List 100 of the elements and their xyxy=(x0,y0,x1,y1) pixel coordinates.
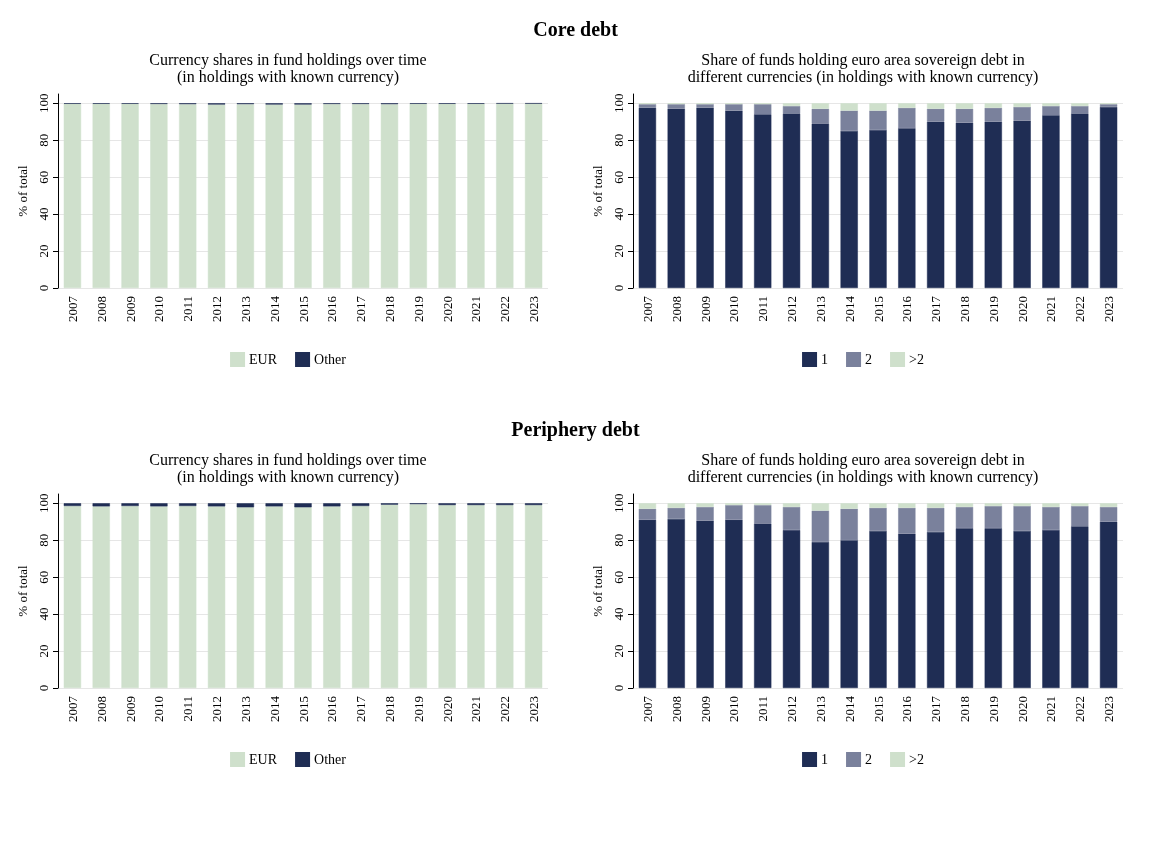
y-tick-label: 40 xyxy=(36,607,51,621)
x-tick-label: 2009 xyxy=(122,696,138,722)
x-tick-label: 2008 xyxy=(93,296,109,322)
x-tick-label: 2015 xyxy=(870,296,886,322)
x-tick-label: 2015 xyxy=(295,296,311,322)
legend-label: EUR xyxy=(249,752,278,767)
x-tick-label: 2013 xyxy=(812,696,828,722)
x-tick-label: 2009 xyxy=(697,296,713,322)
bar xyxy=(696,506,714,521)
bar xyxy=(1013,103,1031,107)
y-tick-label: 100 xyxy=(36,93,51,113)
bar xyxy=(840,110,858,131)
y-tick-label: 0 xyxy=(36,284,51,292)
bar xyxy=(1013,506,1031,531)
y-tick-label: 0 xyxy=(611,284,626,292)
bar xyxy=(984,107,1002,122)
y-tick-label: 60 xyxy=(611,570,626,584)
x-tick-label: 2017 xyxy=(928,695,944,722)
legend-label: Other xyxy=(314,352,347,367)
x-tick-label: 2013 xyxy=(812,296,828,322)
bar xyxy=(927,103,945,109)
y-tick-label: 20 xyxy=(611,644,626,658)
bar xyxy=(840,503,858,509)
bar xyxy=(1099,503,1118,507)
bar xyxy=(927,531,945,688)
x-tick-label: 2011 xyxy=(180,296,196,322)
bar xyxy=(955,122,974,288)
x-tick-label: 2019 xyxy=(410,696,426,722)
bar xyxy=(1099,521,1118,688)
bar xyxy=(840,540,858,688)
y-tick-label: 60 xyxy=(36,570,51,584)
bar xyxy=(869,103,887,111)
bar xyxy=(927,108,945,122)
bar xyxy=(984,121,1002,288)
bar xyxy=(754,104,772,115)
legend-label: Other xyxy=(314,752,347,767)
bar xyxy=(638,508,657,520)
bar xyxy=(984,506,1002,529)
legend-label: >2 xyxy=(909,352,924,367)
bar xyxy=(898,103,916,108)
y-tick-label: 80 xyxy=(36,533,51,547)
x-tick-label: 2019 xyxy=(410,296,426,322)
bar xyxy=(811,542,829,688)
x-tick-label: 2012 xyxy=(209,296,225,322)
bar xyxy=(1042,530,1060,688)
x-tick-label: 2009 xyxy=(697,696,713,722)
x-tick-label: 2021 xyxy=(1043,696,1059,722)
x-tick-label: 2007 xyxy=(639,695,655,722)
bar xyxy=(927,121,945,288)
bar xyxy=(1013,120,1031,288)
x-tick-label: 2023 xyxy=(1101,296,1117,322)
bar xyxy=(869,110,887,131)
bar xyxy=(725,104,743,111)
x-tick-label: 2018 xyxy=(381,296,397,322)
bar xyxy=(638,503,657,509)
x-tick-label: 2014 xyxy=(266,695,282,722)
bar xyxy=(1099,506,1118,522)
x-tick-label: 2016 xyxy=(899,695,915,722)
legend-label: >2 xyxy=(909,752,924,767)
bar xyxy=(840,508,858,541)
x-tick-label: 2020 xyxy=(439,696,455,722)
bar xyxy=(898,128,916,288)
x-tick-label: 2007 xyxy=(64,295,80,322)
y-tick-label: 60 xyxy=(36,170,51,184)
bar xyxy=(638,107,657,288)
bar xyxy=(927,503,945,508)
bar xyxy=(1071,506,1089,527)
x-tick-label: 2007 xyxy=(639,295,655,322)
x-tick-label: 2010 xyxy=(726,296,742,322)
bar xyxy=(955,108,974,123)
bar xyxy=(955,528,974,688)
x-tick-label: 2012 xyxy=(784,696,800,722)
legend-label: 2 xyxy=(865,352,873,367)
bar xyxy=(782,530,801,688)
x-tick-label: 2018 xyxy=(956,696,972,722)
legend-label: 1 xyxy=(821,352,829,367)
x-tick-label: 2010 xyxy=(151,296,167,322)
bar xyxy=(782,113,801,288)
x-tick-label: 2020 xyxy=(1014,696,1030,722)
bar xyxy=(955,506,974,529)
x-tick-label: 2017 xyxy=(353,295,369,322)
y-tick-label: 80 xyxy=(611,133,626,147)
x-tick-label: 2022 xyxy=(497,296,513,322)
bar xyxy=(782,503,801,507)
bar xyxy=(782,106,801,114)
x-tick-label: 2021 xyxy=(1043,296,1059,322)
bar xyxy=(1013,503,1031,507)
x-tick-label: 2014 xyxy=(266,295,282,322)
text: Core debt xyxy=(532,17,619,42)
y-axis-title: % of total xyxy=(15,564,31,617)
bar xyxy=(667,108,685,288)
y-tick-label: 40 xyxy=(611,207,626,221)
y-tick-label: 20 xyxy=(36,644,51,658)
y-tick-label: 100 xyxy=(611,93,626,113)
bar xyxy=(667,518,685,688)
y-tick-label: 100 xyxy=(611,493,626,513)
x-tick-label: 2021 xyxy=(468,696,484,722)
x-tick-label: 2013 xyxy=(237,696,253,722)
bar xyxy=(638,519,657,688)
x-tick-label: 2008 xyxy=(668,296,684,322)
